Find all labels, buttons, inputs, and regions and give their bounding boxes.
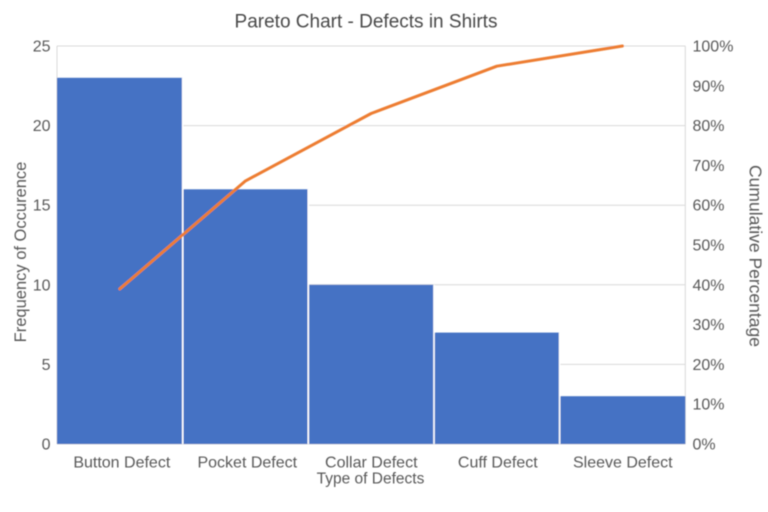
svg-text:Cumulative Percentage: Cumulative Percentage [746,165,766,347]
svg-text:70%: 70% [693,158,725,175]
svg-text:Pareto Chart - Defects in Shir: Pareto Chart - Defects in Shirts [235,12,498,33]
svg-text:Frequency of Occurence: Frequency of Occurence [12,162,30,343]
svg-text:5: 5 [42,357,51,374]
svg-text:10%: 10% [693,397,725,414]
svg-text:10: 10 [33,277,51,294]
svg-text:20: 20 [33,118,51,135]
svg-text:0%: 0% [693,437,716,454]
svg-text:40%: 40% [693,277,725,294]
svg-text:25: 25 [33,39,51,56]
svg-text:15: 15 [33,198,51,215]
svg-text:80%: 80% [693,118,725,135]
svg-text:0: 0 [42,437,51,454]
svg-text:Sleeve Defect: Sleeve Defect [573,455,673,472]
svg-text:50%: 50% [693,238,725,255]
svg-text:30%: 30% [693,317,725,334]
svg-text:Cuff Defect: Cuff Defect [458,455,538,472]
svg-text:100%: 100% [693,39,734,56]
svg-text:Pocket Defect: Pocket Defect [197,455,297,472]
svg-text:Button Defect: Button Defect [73,455,171,472]
svg-text:Type of Defects: Type of Defects [317,471,425,488]
svg-text:20%: 20% [693,357,725,374]
svg-text:90%: 90% [693,78,725,95]
svg-text:60%: 60% [693,198,725,215]
svg-text:Collar Defect: Collar Defect [325,455,418,472]
